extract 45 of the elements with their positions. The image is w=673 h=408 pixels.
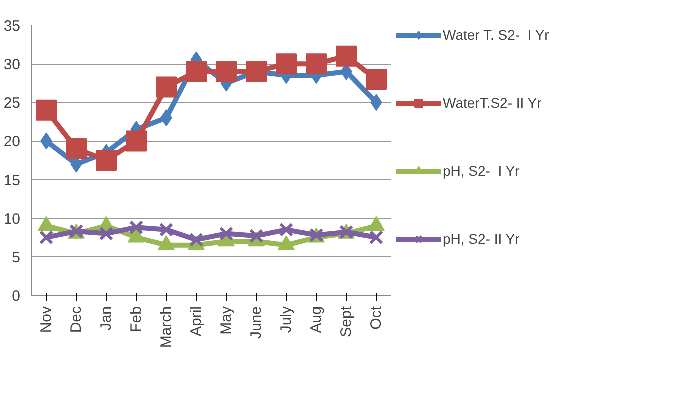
x-tick-label: Nov (38, 306, 55, 334)
x-tick-label: July (278, 306, 295, 334)
point (126, 130, 147, 152)
x-tick-label: Sept (338, 306, 355, 338)
point (99, 226, 114, 241)
x-tick-label: Dec (68, 306, 85, 334)
x-tick-label: Aug (308, 306, 325, 334)
x-tick-label: June (248, 306, 265, 340)
point (66, 138, 87, 160)
point (129, 220, 144, 235)
x-tick-label: April (188, 306, 205, 337)
legend-label: Water T. S2- I Yr (443, 27, 550, 43)
y-tick-label: 35 (4, 18, 21, 35)
x-tick-label: Feb (128, 306, 145, 332)
point (306, 54, 327, 75)
point (219, 226, 234, 241)
point (156, 76, 177, 98)
y-tick-label: 15 (4, 172, 21, 190)
y-tick-label: 20 (4, 134, 21, 151)
point (159, 222, 174, 238)
point (249, 228, 264, 244)
legend-label: pH, S2- II Yr (443, 231, 520, 247)
point (279, 222, 294, 238)
point (39, 230, 54, 245)
point (276, 54, 297, 75)
y-tick-label: 5 (12, 249, 20, 266)
point (366, 69, 387, 90)
x-tick-label: March (158, 306, 175, 348)
point (189, 232, 204, 248)
x-tick-label: Jan (98, 306, 115, 331)
point (96, 150, 117, 171)
point (36, 100, 57, 121)
point (186, 61, 207, 82)
legend-label: pH, S2- I Yr (443, 163, 520, 179)
y-tick-label: 10 (4, 210, 21, 228)
y-tick-label: 30 (4, 56, 21, 74)
y-tick-label: 0 (12, 288, 20, 305)
point (369, 230, 384, 245)
point (216, 61, 237, 82)
y-tick-label: 25 (4, 95, 21, 112)
x-tick-label: Oct (368, 306, 385, 330)
point (336, 46, 357, 67)
legend-label: WaterT.S2- II Yr (443, 95, 542, 111)
point (246, 61, 267, 82)
x-tick-label: May (218, 306, 235, 335)
